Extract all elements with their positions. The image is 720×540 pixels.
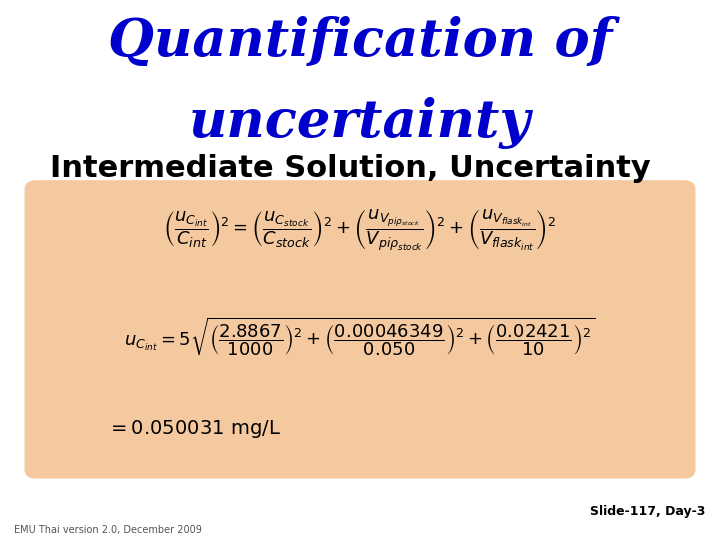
Text: Slide-117, Day-3: Slide-117, Day-3 [590, 505, 706, 518]
Text: Quantification of: Quantification of [108, 16, 612, 67]
FancyBboxPatch shape [25, 181, 695, 478]
Text: EMU Thai version 2.0, December 2009: EMU Thai version 2.0, December 2009 [14, 524, 202, 535]
Text: $\left(\dfrac{u_{C_{int}}}{C_{int}}\right)^{2}= \left(\dfrac{u_{C_{stock}}}{C_{s: $\left(\dfrac{u_{C_{int}}}{C_{int}}\righ… [163, 208, 557, 254]
Text: Intermediate Solution, Uncertainty: Intermediate Solution, Uncertainty [50, 154, 651, 183]
Text: uncertainty: uncertainty [189, 97, 531, 149]
Text: $u_{C_{int}} = 5\sqrt{\left(\dfrac{2.8867}{1000}\right)^{2}+ \left(\dfrac{0.0004: $u_{C_{int}} = 5\sqrt{\left(\dfrac{2.886… [125, 316, 595, 359]
Text: $= 0.050031\ \mathrm{mg/L}$: $= 0.050031\ \mathrm{mg/L}$ [107, 418, 282, 441]
